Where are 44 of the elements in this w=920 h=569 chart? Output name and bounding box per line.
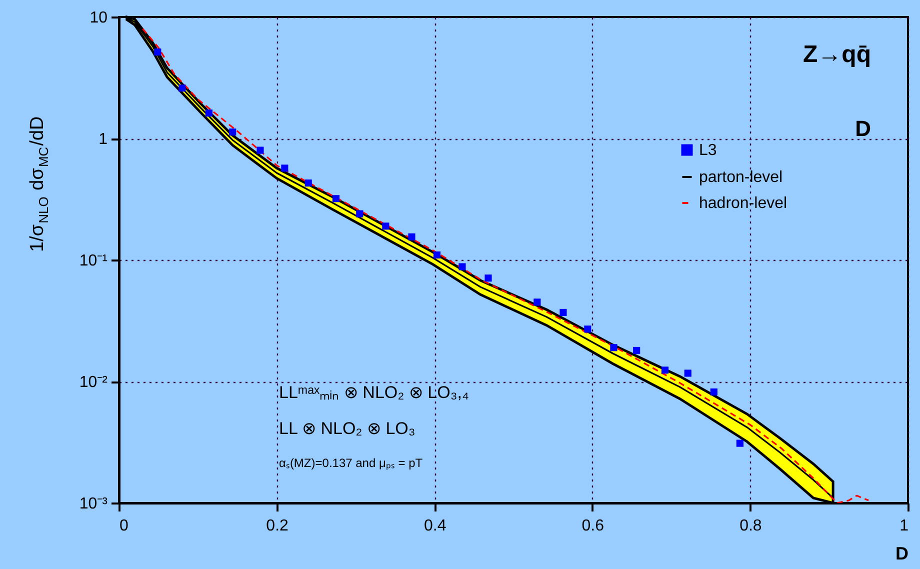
y-tick-label: 10 — [90, 10, 108, 26]
y-tick-label: 10⁻³ — [79, 496, 108, 512]
y-tick-label: 10⁻¹ — [79, 252, 108, 270]
y-tick-label: 1 — [98, 131, 108, 148]
point — [458, 263, 466, 270]
y-axis-title: 1/σNLO dσMC/dD — [27, 116, 51, 252]
point — [408, 233, 416, 240]
annotation: LL ⊗ NLO₂ ⊗ LO₃ — [279, 419, 416, 438]
x-tick-label: 1 — [900, 518, 909, 534]
point — [229, 128, 236, 136]
point — [710, 388, 718, 396]
point — [633, 346, 640, 354]
point — [610, 344, 618, 352]
x-tick-label: 0.8 — [740, 518, 762, 534]
point — [332, 195, 340, 202]
annotation: LLᵐᵃˣₘᵢₙ ⊗ NLO₂ ⊗ LO₃,₄ — [279, 383, 469, 402]
x-tick-label: 0.2 — [266, 518, 289, 534]
point — [584, 326, 592, 333]
point — [178, 84, 186, 92]
point — [356, 210, 364, 218]
point — [560, 308, 567, 316]
point — [661, 366, 669, 374]
x-tick-label: 0.4 — [424, 518, 446, 534]
point — [382, 222, 390, 230]
x-tick-label: 0.6 — [582, 518, 604, 534]
point — [484, 274, 492, 282]
point — [433, 251, 440, 259]
annotation: αₛ(MZ)=0.137 and μₚₛ = pT — [279, 456, 424, 470]
legend-label: parton-level — [699, 169, 783, 186]
point — [304, 180, 312, 187]
x-axis-title: D — [896, 544, 908, 564]
x-tick-label: 0 — [120, 518, 128, 534]
point — [281, 164, 288, 172]
legend-label: L3 — [699, 142, 717, 159]
point — [154, 48, 162, 56]
point — [736, 440, 744, 447]
annotation: D — [855, 116, 871, 141]
annotation: Z→qq̄ — [803, 41, 871, 68]
point — [684, 370, 692, 377]
point — [256, 146, 264, 154]
point — [205, 110, 212, 117]
legend-label: hadron-level — [699, 195, 788, 212]
y-tick-label: 10⁻² — [79, 374, 108, 391]
point — [534, 298, 541, 306]
